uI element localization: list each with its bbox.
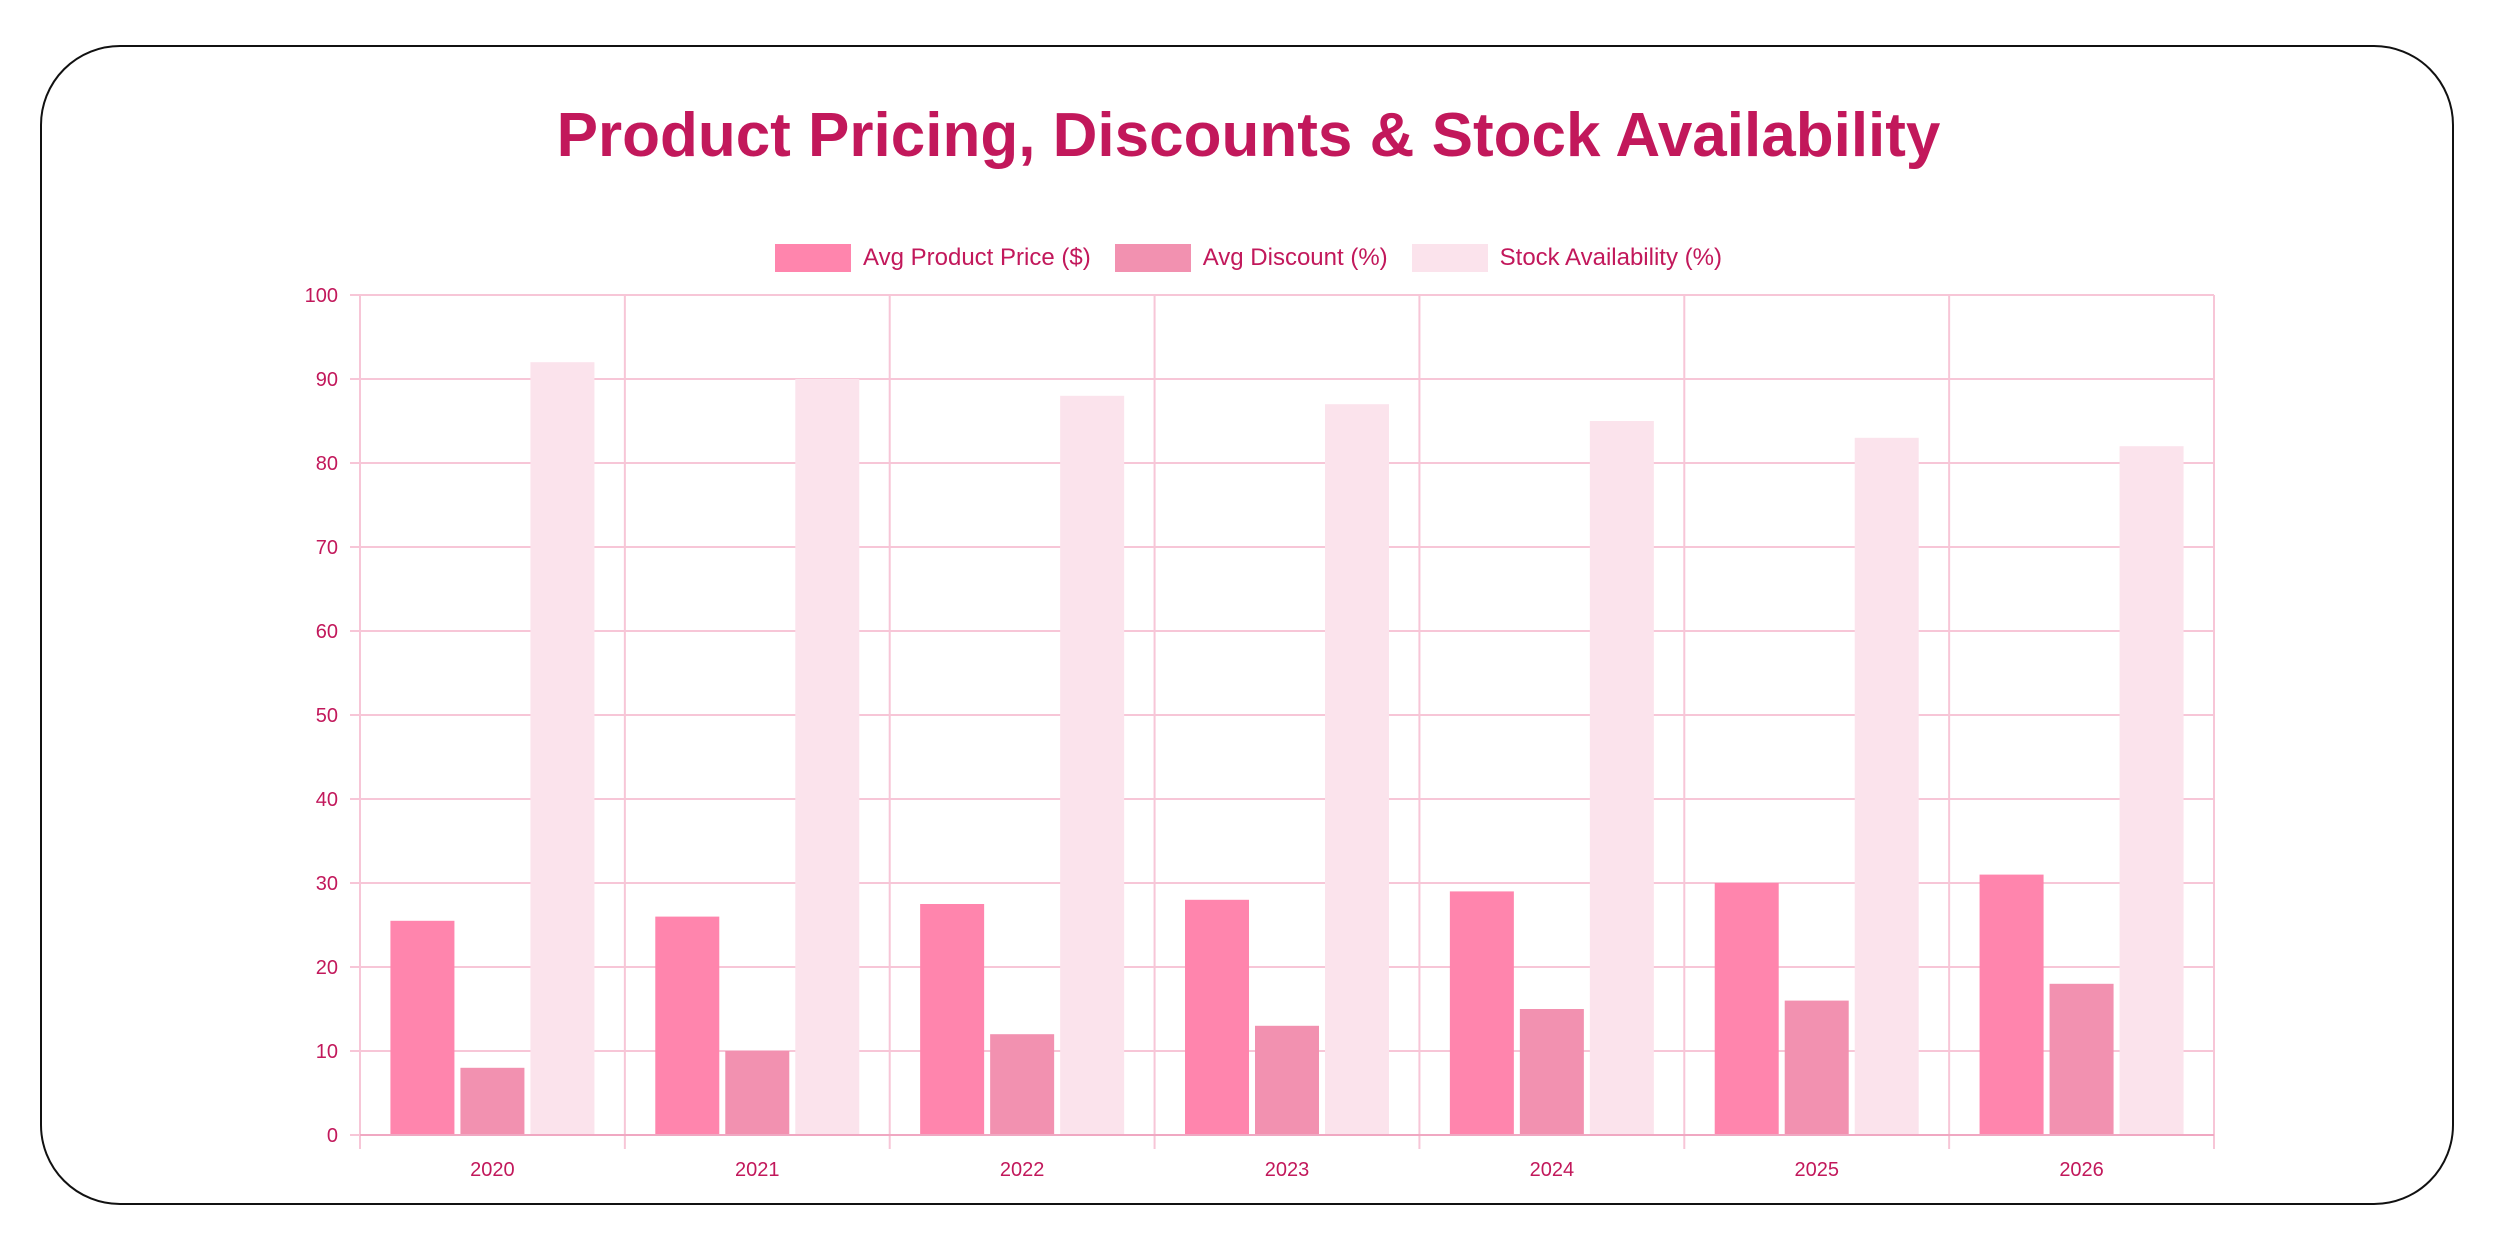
bar-discount [1255,1025,1319,1135]
bar-discount [460,1067,525,1135]
x-tick-label: 2022 [1000,1159,1045,1181]
x-tick-label: 2024 [1530,1159,1575,1181]
legend-label-discount: Avg Discount (%) [1202,244,1388,271]
bar-stock [795,379,860,1135]
legend-swatch-discount [1114,244,1191,272]
y-tick-label: 10 [316,1041,338,1063]
y-tick-label: 60 [316,621,338,643]
chart-title: Product Pricing, Discounts & Stock Avail… [556,101,1941,170]
bar-stock [530,362,595,1135]
x-tick-label: 2026 [2059,1159,2104,1181]
bar-price [1714,883,1779,1135]
y-tick-label: 20 [316,957,338,979]
chart-card [40,45,2454,1205]
bar-price [920,904,985,1135]
y-tick-label: 70 [316,537,338,559]
legend-item-discount[interactable]: Avg Discount (%) [1114,244,1388,272]
y-tick-label: 0 [327,1125,338,1147]
legend-swatch-price [775,244,852,272]
legend: Avg Product Price ($) Avg Discount (%) S… [0,244,2497,272]
bar-price [655,916,720,1135]
bar-stock [1589,421,1654,1135]
y-tick-label: 90 [316,369,338,391]
bar-stock [1325,404,1389,1135]
y-tick-label: 30 [316,873,338,895]
bar-discount [725,1051,790,1135]
bar-price [1979,874,2044,1135]
legend-label-stock: Stock Availability (%) [1499,244,1722,271]
bar-stock [2119,446,2184,1135]
bar-price [390,920,455,1135]
x-tick-label: 2021 [735,1159,780,1181]
x-tick-label: 2025 [1794,1159,1839,1181]
bar-price [1185,899,1249,1135]
legend-item-stock[interactable]: Stock Availability (%) [1411,244,1722,272]
bar-discount [990,1034,1055,1135]
bar-price [1449,891,1514,1135]
x-tick-label: 2020 [470,1159,515,1181]
x-tick-label: 2023 [1265,1159,1310,1181]
bar-discount [1519,1009,1584,1135]
legend-item-price[interactable]: Avg Product Price ($) [775,244,1091,272]
y-tick-label: 80 [316,453,338,475]
y-tick-label: 40 [316,789,338,811]
bar-stock [1060,395,1125,1135]
y-tick-label: 50 [316,705,338,727]
bar-discount [1784,1000,1849,1135]
legend-swatch-stock [1411,244,1488,272]
legend-label-price: Avg Product Price ($) [863,244,1091,271]
bar-stock [1854,437,1919,1135]
bar-discount [2049,983,2114,1135]
y-tick-label: 100 [305,285,338,307]
